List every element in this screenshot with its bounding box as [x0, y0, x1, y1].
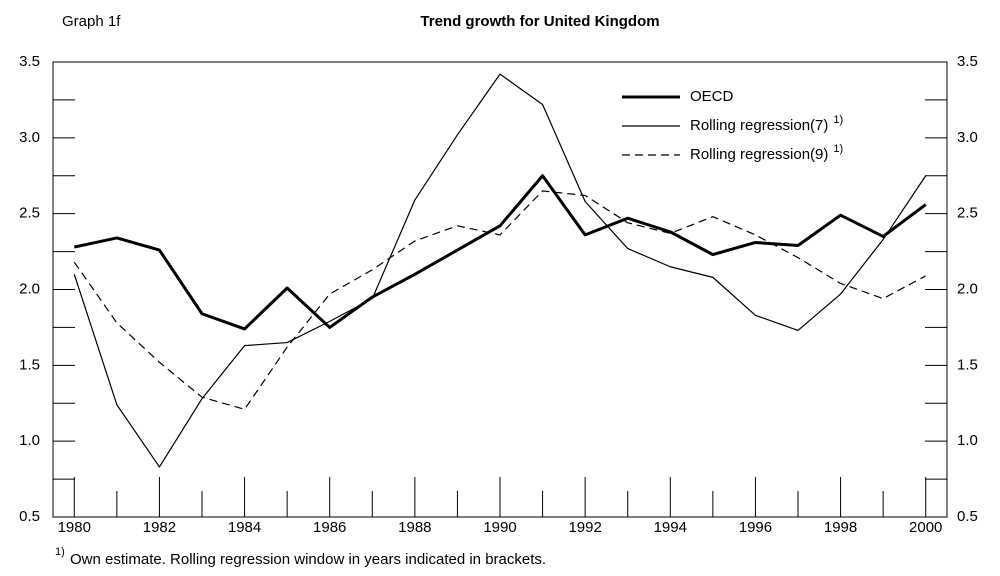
x-tick-label: 1996 — [739, 519, 772, 536]
legend-note: 1) — [833, 114, 843, 126]
legend-label: Rolling regression(9) — [690, 146, 828, 163]
y2-tick-label: 0.5 — [957, 508, 978, 525]
series-line — [73, 73, 927, 468]
y2-tick-label: 2.5 — [957, 205, 978, 222]
x-tick-label: 2000 — [909, 519, 942, 536]
graph-label: Graph 1f — [62, 13, 121, 30]
x-tick-label: 1980 — [58, 519, 91, 536]
y-tick-label: 2.0 — [19, 280, 40, 297]
y-tick-label: 2.5 — [19, 205, 40, 222]
y2-tick-label: 3.5 — [957, 53, 978, 70]
y-tick-label: 3.0 — [19, 129, 40, 146]
x-tick-label: 1982 — [143, 519, 176, 536]
x-tick-label: 1988 — [398, 519, 431, 536]
x-tick-label: 1990 — [483, 519, 516, 536]
x-tick-label: 1998 — [824, 519, 857, 536]
series-line — [73, 174, 927, 331]
footnote-marker: 1) — [55, 546, 65, 558]
x-tick-label: 1986 — [313, 519, 346, 536]
y-tick-label: 3.5 — [19, 53, 40, 70]
legend-note: 1) — [833, 143, 843, 155]
y2-tick-label: 3.0 — [957, 129, 978, 146]
x-tick-label: 1994 — [654, 519, 687, 536]
y-tick-label: 1.5 — [19, 356, 40, 373]
series-line — [73, 190, 926, 410]
y2-tick-label: 1.5 — [957, 356, 978, 373]
legend-label: OECD — [690, 88, 734, 105]
chart-title: Trend growth for United Kingdom — [420, 13, 659, 30]
y-tick-label: 0.5 — [19, 508, 40, 525]
footnote: Own estimate. Rolling regression window … — [70, 551, 546, 568]
y2-tick-label: 1.0 — [957, 432, 978, 449]
y-tick-label: 1.0 — [19, 432, 40, 449]
x-tick-label: 1992 — [568, 519, 601, 536]
x-tick-label: 1984 — [228, 519, 261, 536]
legend-label: Rolling regression(7) — [690, 117, 828, 134]
y2-tick-label: 2.0 — [957, 280, 978, 297]
